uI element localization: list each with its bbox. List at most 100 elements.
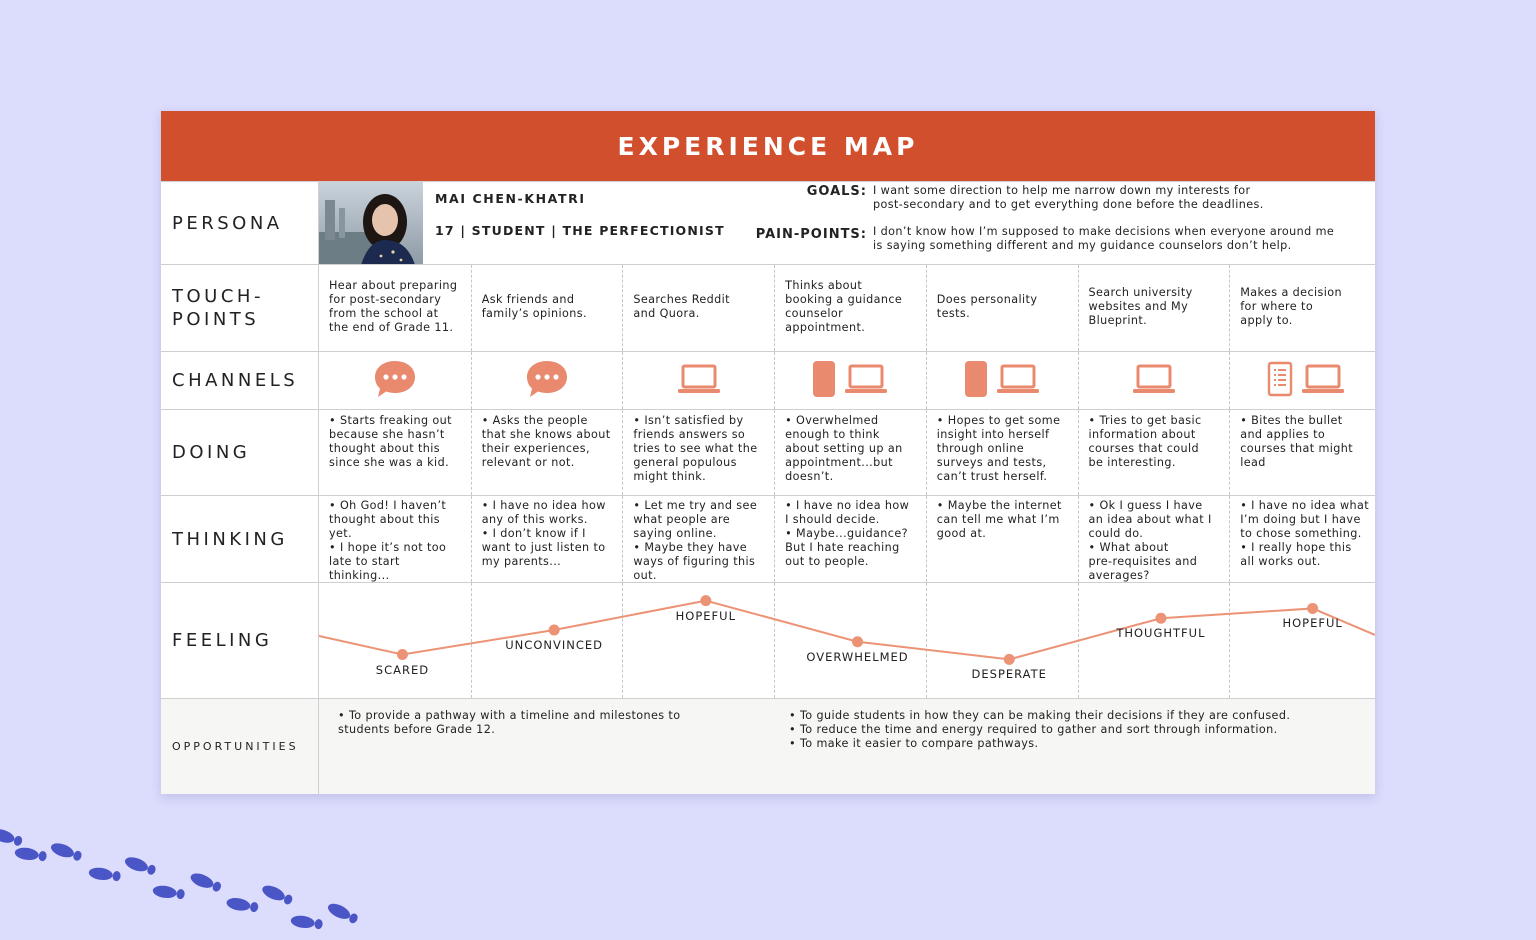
doing-text: • Overwhelmed enough to think about sett…	[785, 414, 903, 483]
opportunities-row-label: OPPORTUNITIES	[161, 699, 319, 794]
channels-cells	[319, 352, 1375, 409]
feeling-point	[1307, 602, 1319, 614]
laptop-icon	[677, 363, 721, 399]
chat-icon	[373, 359, 417, 403]
opportunities-row: OPPORTUNITIES • To provide a pathway wit…	[161, 698, 1375, 794]
doing-row: DOING • Starts freaking out because she …	[161, 409, 1375, 495]
thinking-text: • I have no idea what I’m doing but I ha…	[1240, 499, 1370, 568]
touchpoint-cell: Search university websites and My Bluepr…	[1077, 265, 1230, 351]
doing-cell: • Asks the people that she knows about t…	[470, 410, 623, 495]
thinking-text: • I have no idea how any of this works. …	[481, 499, 606, 568]
touchpoint-text: Thinks about booking a guidance counselo…	[785, 279, 903, 334]
channel-cell	[622, 352, 774, 409]
thinking-cell: • Let me try and see what people are say…	[622, 496, 774, 582]
opportunity-left: • To provide a pathway with a timeline a…	[338, 709, 681, 736]
channel-cell	[774, 352, 926, 409]
feeling-labels: SCARED UNCONVINCED HOPEFUL OVERWHELMED DESPE…	[319, 583, 1375, 699]
map-header: EXPERIENCE MAP	[161, 111, 1375, 181]
touchpoint-cell: Searches Reddit and Quora.	[622, 265, 774, 351]
doing-text: • Tries to get basic information about c…	[1088, 414, 1202, 469]
phone-icon	[964, 360, 988, 402]
thinking-cell: • Maybe the internet can tell me what I’…	[925, 496, 1078, 582]
touchpoint-text: Does personality tests.	[936, 293, 1038, 320]
touchpoint-cell: Ask friends and family’s opinions.	[470, 265, 623, 351]
channel-cell	[319, 352, 471, 409]
feeling-point	[1155, 612, 1167, 624]
doing-text: • Asks the people that she knows about t…	[481, 414, 611, 469]
footprints-decoration	[0, 829, 358, 930]
feeling-label: HOPEFUL	[675, 608, 736, 623]
persona-subtitle: 17 | STUDENT | THE PERFECTIONIST	[435, 223, 725, 238]
laptop-icon	[1301, 363, 1345, 399]
pain-points-label: PAIN-POINTS:	[755, 227, 867, 242]
feeling-point	[1003, 653, 1015, 665]
touchpoint-cell: Hear about preparing for post-secondary …	[319, 265, 471, 351]
doing-cell: • Overwhelmed enough to think about sett…	[774, 410, 926, 495]
doing-cell: • Bites the bullet and applies to course…	[1229, 410, 1381, 495]
feeling-label: DESPERATE	[971, 667, 1047, 682]
phone-icon	[812, 360, 836, 402]
channels-row: CHANNELS	[161, 351, 1375, 409]
doing-text: • Hopes to get some insight into herself…	[936, 414, 1061, 483]
map-title: EXPERIENCE MAP	[617, 131, 919, 161]
thinking-text: • Ok I guess I have an idea about what I…	[1088, 499, 1212, 582]
feeling-cell	[470, 583, 623, 698]
channel-cell	[1077, 352, 1230, 409]
thinking-text: • Let me try and see what people are say…	[633, 499, 758, 582]
persona-row-label: PERSONA	[161, 182, 319, 264]
doing-cell: • Starts freaking out because she hasn’t…	[319, 410, 471, 495]
persona-row: PERSONA	[161, 181, 1375, 265]
goals-text: I want some direction to help me narrow …	[873, 184, 1264, 211]
doing-cell: • Hopes to get some insight into herself…	[925, 410, 1078, 495]
thinking-cell: • I have no idea how any of this works. …	[470, 496, 623, 582]
channels-row-label: CHANNELS	[161, 352, 319, 409]
feeling-cell	[774, 583, 926, 698]
feeling-curve	[319, 595, 1375, 665]
doing-cells: • Starts freaking out because she hasn’t…	[319, 410, 1375, 495]
feeling-row-label: FEELING	[161, 583, 319, 698]
thinking-cell: • I have no idea what I’m doing but I ha…	[1229, 496, 1381, 582]
touchpoint-cell: Does personality tests.	[925, 265, 1078, 351]
chat-icon	[525, 359, 569, 403]
persona-name: MAI CHEN-KHATRI	[435, 191, 586, 206]
document-icon	[1267, 361, 1293, 401]
feeling-row: FEELING SCARED UNCONVINCED HOPEFUL OVERWHEL…	[161, 582, 1375, 698]
feeling-label: THOUGHTFUL	[1116, 626, 1206, 641]
channel-cell	[925, 352, 1078, 409]
feeling-point	[396, 649, 408, 660]
experience-map-card: EXPERIENCE MAP PERSONA	[161, 111, 1375, 794]
laptop-icon	[844, 363, 888, 399]
thinking-text: • Maybe the internet can tell me what I’…	[936, 499, 1062, 540]
touchpoints-row-label: TOUCH- POINTS	[161, 265, 319, 351]
feeling-label: UNCONVINCED	[505, 638, 603, 652]
touchpoint-text: Makes a decision for where to apply to.	[1240, 286, 1342, 327]
touchpoint-text: Ask friends and family’s opinions.	[481, 293, 587, 320]
touchpoints-cells: Hear about preparing for post-secondary …	[319, 265, 1375, 351]
channel-cell	[470, 352, 623, 409]
goals-label: GOALS:	[806, 184, 867, 199]
touchpoint-text: Search university websites and My Bluepr…	[1088, 286, 1193, 327]
feeling-cell	[925, 583, 1078, 698]
feeling-label: HOPEFUL	[1282, 616, 1343, 631]
thinking-cells: • Oh God! I haven’t thought about this y…	[319, 496, 1375, 582]
thinking-text: • Oh God! I haven’t thought about this y…	[329, 499, 447, 582]
doing-text: • Starts freaking out because she hasn’t…	[329, 414, 452, 469]
touchpoint-text: Hear about preparing for post-secondary …	[329, 279, 458, 334]
laptop-icon	[996, 363, 1040, 399]
doing-cell: • Isn’t satisfied by friends answers so …	[622, 410, 774, 495]
feeling-cell	[622, 583, 774, 698]
thinking-cell: • Ok I guess I have an idea about what I…	[1077, 496, 1230, 582]
laptop-icon	[1132, 363, 1176, 399]
touchpoint-cell: Thinks about booking a guidance counselo…	[774, 265, 926, 351]
thinking-row-label: THINKING	[161, 496, 319, 582]
persona-photo	[319, 182, 423, 265]
feeling-point	[700, 595, 712, 607]
pain-points-text: I don’t know how I’m supposed to make de…	[873, 225, 1335, 252]
touchpoint-cell: Makes a decision for where to apply to.	[1229, 265, 1381, 351]
thinking-cell: • I have no idea how I should decide. • …	[774, 496, 926, 582]
thinking-row: THINKING • Oh God! I haven’t thought abo…	[161, 495, 1375, 582]
doing-cell: • Tries to get basic information about c…	[1077, 410, 1230, 495]
thinking-cell: • Oh God! I haven’t thought about this y…	[319, 496, 471, 582]
feeling-point	[852, 636, 864, 648]
feeling-label: SCARED	[375, 662, 430, 677]
